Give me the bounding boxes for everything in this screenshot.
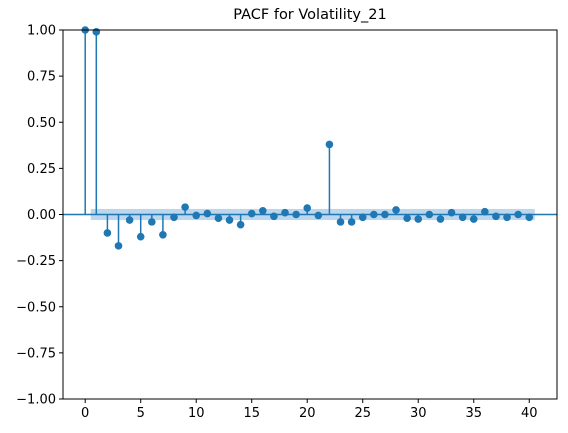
marker-lag-24	[347, 218, 356, 226]
marker-lag-40	[525, 213, 534, 222]
marker-lag-33	[447, 208, 456, 217]
x-tick-label-0: 0	[81, 406, 89, 421]
marker-lag-18	[281, 208, 289, 217]
axes-layer: 0 5 10 15 20 25 30 35 40 −1.00 −0.75 −0.50 −0.25 0.00…	[16, 24, 558, 421]
marker-lag-10	[192, 211, 201, 220]
x-tick-label-30: 30	[410, 406, 427, 421]
marker-lag-31	[425, 210, 434, 219]
marker-lag-6	[148, 218, 156, 226]
y-tick-label-0: −1.00	[16, 393, 56, 408]
marker-lag-38	[503, 213, 511, 222]
marker-lag-35	[469, 215, 478, 223]
marker-lag-21	[314, 211, 323, 220]
marker-lag-32	[436, 215, 445, 223]
marker-lag-8	[170, 213, 178, 222]
marker-lag-17	[270, 212, 278, 221]
marker-lag-30	[414, 215, 423, 223]
marker-lag-1	[92, 28, 101, 36]
marker-lag-36	[481, 207, 489, 216]
x-tick-label-35: 35	[465, 406, 482, 421]
marker-lag-4	[125, 216, 134, 224]
marker-lag-3	[114, 242, 123, 250]
marker-lag-14	[236, 220, 245, 229]
y-tick-label-7: 0.75	[27, 70, 56, 85]
marker-lag-23	[336, 218, 345, 226]
marker-lag-25	[358, 213, 367, 222]
markers-layer	[81, 26, 534, 250]
marker-lag-12	[214, 214, 223, 222]
marker-lag-26	[370, 210, 378, 219]
marker-lag-7	[159, 230, 167, 239]
marker-lag-27	[381, 210, 389, 219]
marker-lag-5	[136, 232, 145, 241]
marker-lag-9	[181, 203, 189, 211]
y-tick-label-5: 0.25	[27, 162, 56, 177]
x-tick-label-20: 20	[299, 406, 316, 421]
marker-lag-15	[247, 209, 256, 218]
marker-lag-16	[259, 207, 267, 215]
y-tick-label-6: 0.50	[27, 116, 56, 131]
marker-lag-22	[325, 140, 334, 149]
y-tick-label-8: 1.00	[27, 24, 56, 39]
marker-lag-2	[103, 229, 112, 237]
x-tick-label-5: 5	[137, 406, 145, 421]
marker-lag-11	[203, 209, 212, 218]
x-tick-label-15: 15	[243, 406, 260, 421]
marker-lag-28	[392, 206, 400, 214]
y-tick-label-3: −0.25	[16, 254, 56, 269]
chart-title: PACF for Volatility_21	[233, 7, 386, 23]
y-tick-label-1: −0.75	[16, 346, 56, 361]
y-tick-label-2: −0.50	[16, 300, 56, 315]
marker-lag-13	[225, 216, 234, 224]
x-tick-label-40: 40	[521, 406, 538, 421]
x-tick-label-10: 10	[188, 406, 205, 421]
marker-lag-39	[514, 210, 522, 219]
x-tick-label-25: 25	[354, 406, 371, 421]
y-tick-label-4: 0.00	[27, 208, 56, 223]
marker-lag-34	[458, 213, 467, 222]
marker-lag-37	[492, 212, 500, 221]
marker-lag-20	[303, 204, 312, 212]
marker-lag-19	[292, 210, 300, 219]
marker-lag-29	[403, 214, 411, 222]
